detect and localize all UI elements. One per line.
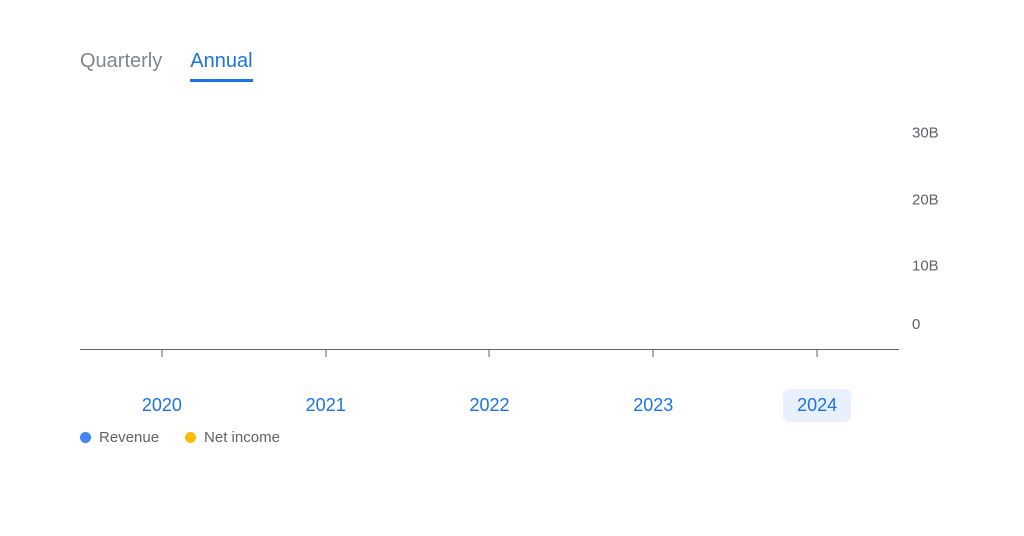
x-label[interactable]: 2024 — [735, 389, 899, 422]
y-tick-label: 0 — [912, 316, 920, 333]
x-tick — [653, 350, 654, 357]
legend-item-netincome: Net income — [185, 429, 280, 446]
tab-annual[interactable]: Annual — [190, 50, 252, 82]
period-tabs: Quarterly Annual — [80, 50, 959, 82]
legend-label-revenue: Revenue — [99, 429, 159, 446]
x-tick — [325, 350, 326, 357]
x-axis-labels: 20202021202220232024 — [80, 389, 899, 422]
legend-dot-netincome — [185, 432, 196, 443]
y-tick-label: 10B — [912, 258, 939, 275]
x-tick — [161, 350, 162, 357]
y-tick-label: 30B — [912, 125, 939, 142]
x-tick — [817, 350, 818, 357]
y-axis: 0 10B 20B 30B — [904, 110, 959, 350]
legend-dot-revenue — [80, 432, 91, 443]
legend-label-netincome: Net income — [204, 429, 280, 446]
legend-item-revenue: Revenue — [80, 429, 159, 446]
legend: Revenue Net income — [80, 429, 280, 446]
x-tick — [489, 350, 490, 357]
bar-groups — [80, 110, 899, 349]
x-label[interactable]: 2022 — [408, 389, 572, 422]
y-tick-label: 20B — [912, 191, 939, 208]
tab-quarterly[interactable]: Quarterly — [80, 50, 162, 82]
chart-container: Quarterly Annual 0 10B 20B 30B 202020212022… — [0, 0, 1024, 536]
x-label[interactable]: 2020 — [80, 389, 244, 422]
x-label[interactable]: 2021 — [244, 389, 408, 422]
chart-region: 010B20B30B 20202021202220232024 — [80, 110, 959, 370]
plot-area — [80, 110, 899, 350]
x-label[interactable]: 2023 — [571, 389, 735, 422]
